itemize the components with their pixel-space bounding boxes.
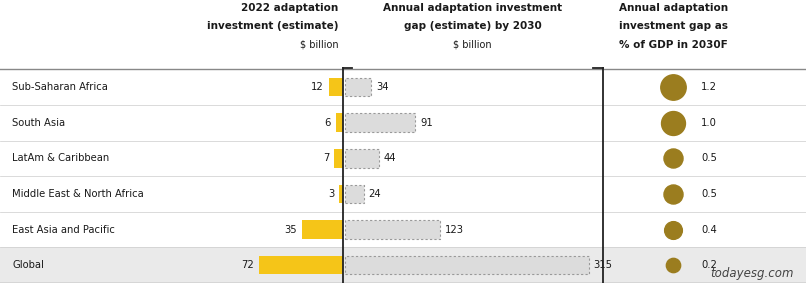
Bar bbox=[345, 220, 440, 239]
Text: 0.2: 0.2 bbox=[701, 260, 717, 270]
Bar bbox=[0, 69, 806, 105]
Bar bbox=[334, 149, 343, 168]
Text: % of GDP in 2030F: % of GDP in 2030F bbox=[619, 40, 728, 50]
Bar bbox=[345, 256, 589, 275]
Text: 1.0: 1.0 bbox=[701, 118, 717, 128]
Bar bbox=[345, 149, 379, 168]
Text: 34: 34 bbox=[376, 82, 388, 92]
Text: LatAm & Caribbean: LatAm & Caribbean bbox=[12, 153, 110, 163]
Bar bbox=[0, 247, 806, 283]
Bar bbox=[329, 78, 343, 97]
Bar bbox=[345, 185, 364, 203]
Text: 0.4: 0.4 bbox=[701, 225, 717, 235]
Text: Sub-Saharan Africa: Sub-Saharan Africa bbox=[12, 82, 108, 92]
Bar bbox=[339, 185, 343, 203]
Point bbox=[667, 263, 679, 267]
Text: 0.5: 0.5 bbox=[701, 153, 717, 163]
Text: 91: 91 bbox=[420, 118, 433, 128]
Text: Global: Global bbox=[12, 260, 44, 270]
Bar bbox=[0, 105, 806, 141]
Bar bbox=[335, 113, 343, 132]
Point bbox=[667, 192, 679, 196]
Text: 6: 6 bbox=[324, 118, 330, 128]
Text: Annual adaptation: Annual adaptation bbox=[619, 3, 728, 13]
Text: South Asia: South Asia bbox=[12, 118, 65, 128]
Text: 12: 12 bbox=[311, 82, 324, 92]
Text: 72: 72 bbox=[242, 260, 255, 270]
Point bbox=[667, 85, 679, 89]
Text: investment gap as: investment gap as bbox=[619, 21, 728, 31]
Text: Annual adaptation investment: Annual adaptation investment bbox=[383, 3, 563, 13]
Text: todayesg.com: todayesg.com bbox=[710, 267, 794, 280]
Bar bbox=[0, 176, 806, 212]
Bar bbox=[0, 212, 806, 247]
Bar bbox=[302, 220, 343, 239]
Bar bbox=[0, 141, 806, 176]
Text: 44: 44 bbox=[384, 153, 397, 163]
Text: $ billion: $ billion bbox=[300, 40, 339, 50]
Bar bbox=[260, 256, 343, 275]
Text: 3: 3 bbox=[328, 189, 334, 199]
Text: 1.2: 1.2 bbox=[701, 82, 717, 92]
Text: 0.5: 0.5 bbox=[701, 189, 717, 199]
Text: 123: 123 bbox=[445, 225, 464, 235]
Text: East Asia and Pacific: East Asia and Pacific bbox=[12, 225, 115, 235]
Text: 315: 315 bbox=[594, 260, 613, 270]
Point bbox=[667, 121, 679, 125]
Text: gap (estimate) by 2030: gap (estimate) by 2030 bbox=[404, 21, 542, 31]
Text: Middle East & North Africa: Middle East & North Africa bbox=[12, 189, 143, 199]
Bar bbox=[345, 113, 415, 132]
Text: 24: 24 bbox=[368, 189, 381, 199]
Bar bbox=[345, 78, 372, 97]
Point bbox=[667, 227, 679, 232]
Text: investment (estimate): investment (estimate) bbox=[207, 21, 339, 31]
Text: 35: 35 bbox=[285, 225, 297, 235]
Text: $ billion: $ billion bbox=[454, 40, 492, 50]
Text: 2022 adaptation: 2022 adaptation bbox=[241, 3, 339, 13]
Point bbox=[667, 156, 679, 161]
Text: 7: 7 bbox=[323, 153, 330, 163]
